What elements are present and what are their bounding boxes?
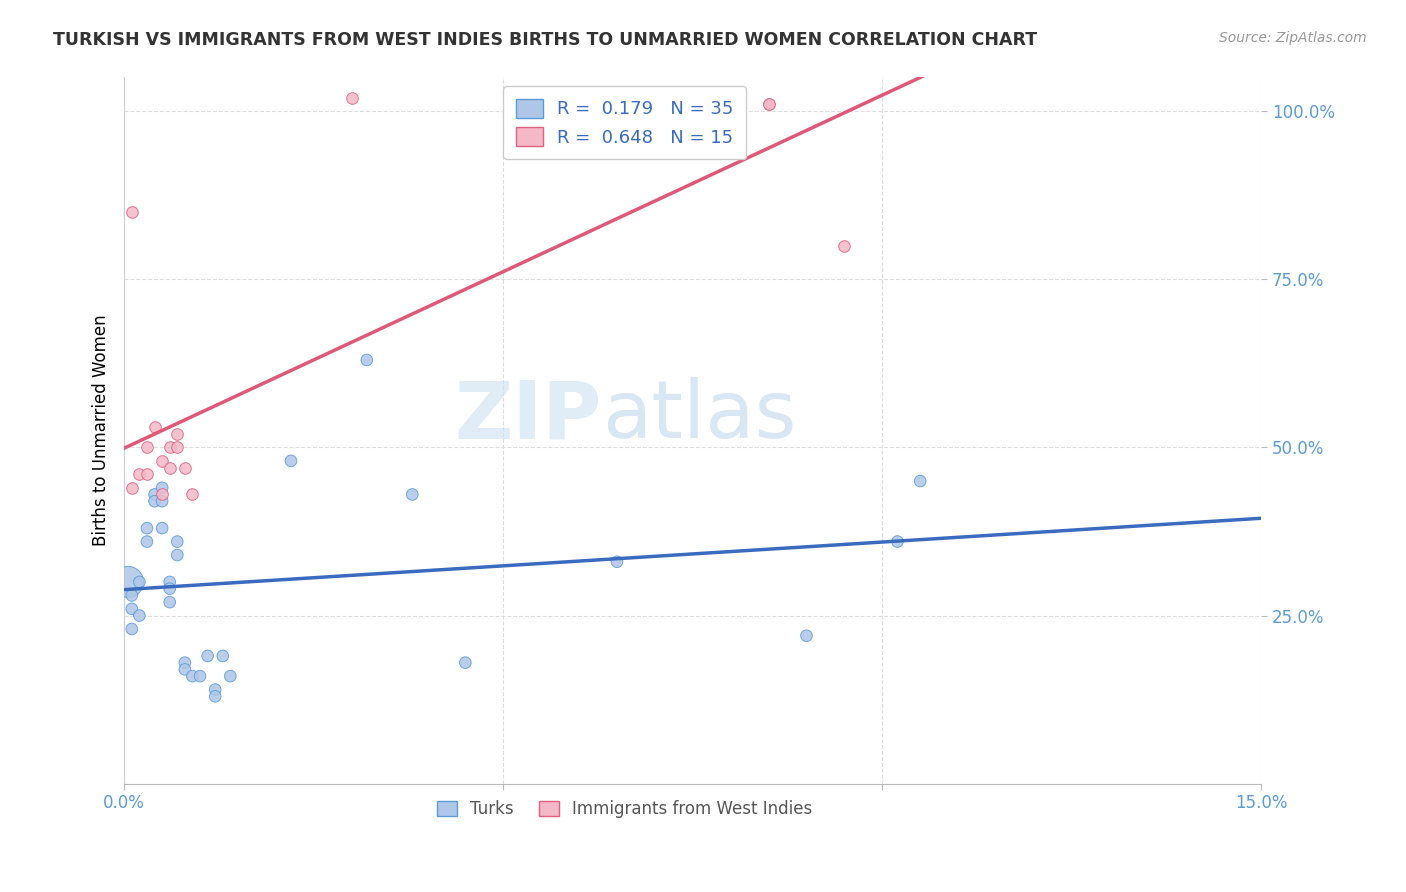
Point <box>166 426 188 441</box>
Point <box>159 582 181 596</box>
Point <box>356 353 378 368</box>
Point <box>606 555 628 569</box>
Point <box>159 574 181 589</box>
Point <box>150 454 173 468</box>
Point <box>117 574 139 589</box>
Point <box>454 656 477 670</box>
Point <box>150 481 173 495</box>
Point <box>204 690 226 704</box>
Point <box>166 534 188 549</box>
Point <box>401 487 423 501</box>
Point <box>886 534 908 549</box>
Point <box>173 662 195 676</box>
Point <box>219 669 242 683</box>
Point <box>181 669 204 683</box>
Point <box>834 238 856 252</box>
Text: Source: ZipAtlas.com: Source: ZipAtlas.com <box>1219 31 1367 45</box>
Point <box>143 494 166 508</box>
Point <box>908 474 931 488</box>
Point <box>173 656 195 670</box>
Point <box>128 467 150 482</box>
Point <box>150 487 173 501</box>
Point <box>128 608 150 623</box>
Point <box>280 454 302 468</box>
Point <box>166 548 188 562</box>
Point <box>173 460 195 475</box>
Point <box>166 441 188 455</box>
Point <box>121 602 143 616</box>
Point <box>159 595 181 609</box>
Text: atlas: atlas <box>602 377 796 456</box>
Point <box>121 205 143 219</box>
Point <box>136 534 159 549</box>
Point <box>188 669 211 683</box>
Text: ZIP: ZIP <box>454 377 602 456</box>
Point <box>181 487 204 501</box>
Point <box>340 90 363 104</box>
Point <box>128 574 150 589</box>
Point <box>121 588 143 602</box>
Point <box>159 460 181 475</box>
Point <box>159 441 181 455</box>
Text: TURKISH VS IMMIGRANTS FROM WEST INDIES BIRTHS TO UNMARRIED WOMEN CORRELATION CHA: TURKISH VS IMMIGRANTS FROM WEST INDIES B… <box>53 31 1038 49</box>
Point <box>204 682 226 697</box>
Point <box>136 467 159 482</box>
Y-axis label: Births to Unmarried Women: Births to Unmarried Women <box>93 315 110 547</box>
Point <box>150 521 173 535</box>
Point <box>211 648 233 663</box>
Point <box>150 494 173 508</box>
Point <box>143 420 166 434</box>
Point <box>136 441 159 455</box>
Point <box>796 629 818 643</box>
Legend: Turks, Immigrants from West Indies: Turks, Immigrants from West Indies <box>430 794 818 825</box>
Point <box>121 622 143 636</box>
Point <box>197 648 219 663</box>
Point <box>121 481 143 495</box>
Point <box>758 97 780 112</box>
Point <box>758 97 780 112</box>
Point <box>136 521 159 535</box>
Point <box>143 487 166 501</box>
